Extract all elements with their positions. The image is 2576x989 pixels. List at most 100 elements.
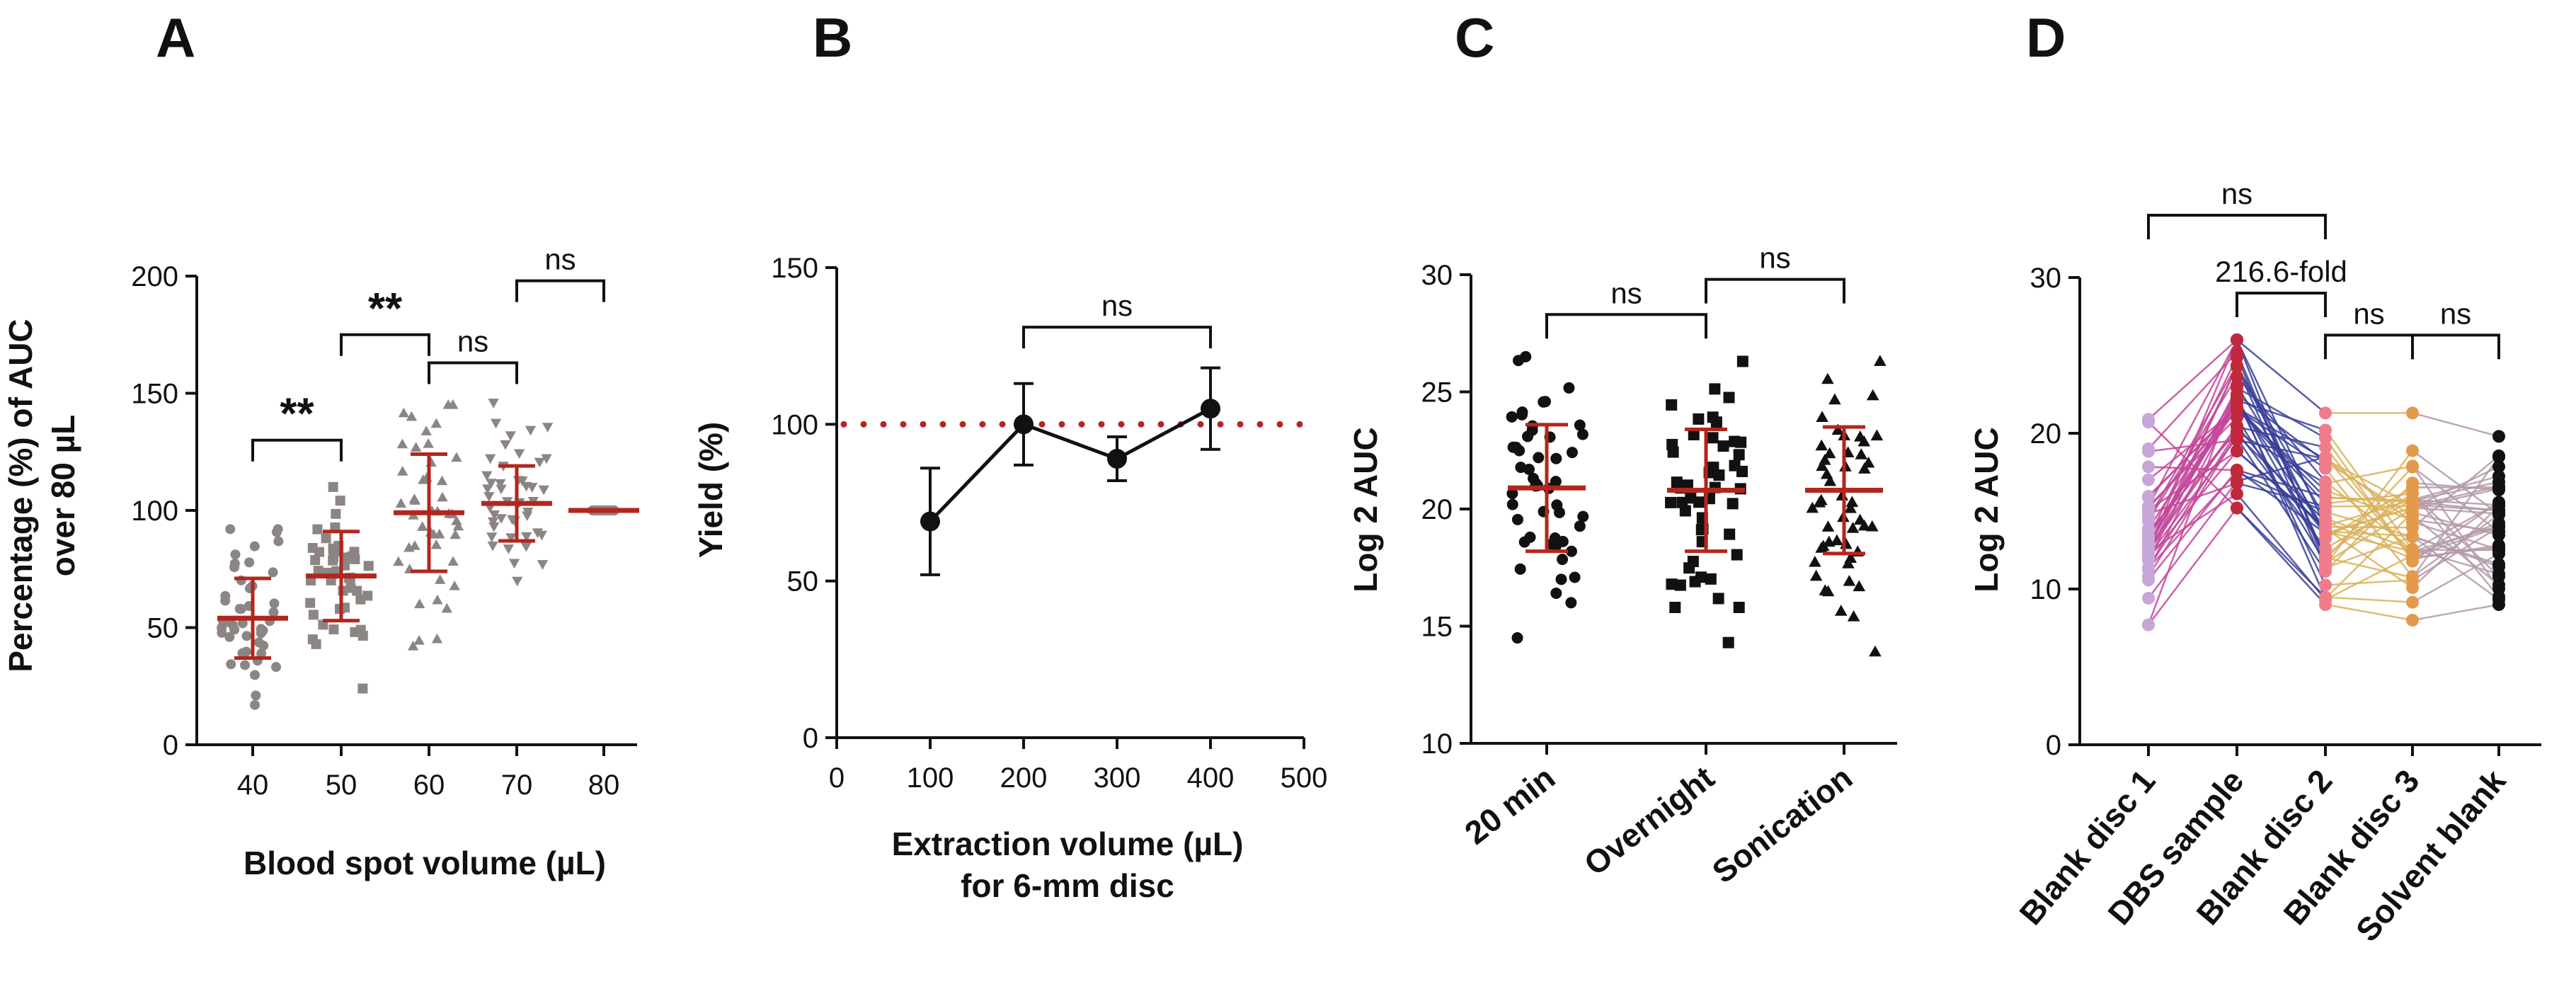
panel-d-pair-line <box>2236 450 2326 530</box>
panel-a-data-point <box>271 527 282 537</box>
panel-d-pair-line <box>2412 548 2500 576</box>
panel-d-pair-line <box>2148 507 2238 626</box>
panel-d-data-point <box>2406 552 2419 566</box>
panel-a-data-point <box>488 510 500 520</box>
panel-b-x-tick-label: 500 <box>1281 762 1328 794</box>
panel-c-data-point <box>1831 423 1845 435</box>
panel-b-letter: B <box>813 6 852 69</box>
panel-c-data-point <box>1506 488 1518 500</box>
panel-d-data-point <box>2406 530 2419 543</box>
panel-c-data-point <box>1820 467 1833 479</box>
panel-d-data-point <box>2492 525 2505 538</box>
panel-c-data-point <box>1506 411 1518 423</box>
panel-a-data-point <box>430 539 442 549</box>
panel-c-category-label: 20 min <box>1458 759 1562 852</box>
panel-d-pair-line <box>2325 518 2413 550</box>
panel-c-data-point <box>1512 355 1524 367</box>
panel-a-data-point <box>311 639 321 649</box>
panel-c-significance-label: ns <box>1610 276 1642 309</box>
panel-a-data-point <box>241 631 252 641</box>
panel-b-xlabel-line-2: for 6-mm disc <box>961 867 1174 904</box>
panel-a-data-point <box>420 425 432 435</box>
panel-a-significance-label: ns <box>457 324 488 358</box>
panel-a-data-point <box>447 399 459 409</box>
panel-d-data-point <box>2142 591 2155 605</box>
panel-a-data-point <box>314 547 325 557</box>
panel-a-data-point <box>229 624 240 635</box>
panel-a-data-point <box>505 431 516 441</box>
panel-a-data-point <box>487 541 498 551</box>
panel-a-data-point <box>406 411 418 421</box>
panel-c-data-point <box>1511 632 1523 644</box>
panel-a-data-point <box>357 630 368 641</box>
panel-a-data-point <box>224 631 235 642</box>
panel-a-data-point <box>483 492 495 502</box>
panel-c-data-point <box>1557 535 1569 547</box>
panel-a-data-point <box>513 449 525 459</box>
panel-d-data-point <box>2142 532 2155 545</box>
panel-a-data-point <box>349 547 360 557</box>
panel-a-data-point <box>486 532 498 542</box>
panel-a-significance-bracket <box>251 438 343 462</box>
panel-a-letter: A <box>156 6 195 69</box>
panel-a-data-point <box>249 541 260 551</box>
panel-d-data-point <box>2142 544 2155 557</box>
panel-a-data-point <box>225 524 236 534</box>
panel-a-significance-label: ** <box>368 285 403 333</box>
panel-a-data-point <box>229 562 240 573</box>
panel-c-data-point <box>1819 454 1831 465</box>
panel-d-pair-line <box>2325 506 2413 534</box>
panel-c-data-point <box>1550 587 1562 599</box>
panel-a-data-point <box>408 493 420 503</box>
panel-d-pair-line <box>2325 596 2413 603</box>
panel-d-data-point <box>2319 491 2332 505</box>
panel-d-pair-line <box>2148 450 2238 511</box>
panel-d-data-point <box>2319 578 2332 592</box>
panel-a-data-point <box>532 528 544 538</box>
panel-a-data-point <box>484 454 496 464</box>
panel-b-significance-bracket <box>1022 326 1212 349</box>
panel-a-data-point <box>428 529 440 539</box>
panel-a-data-point <box>396 466 408 476</box>
panel-a-data-point <box>396 438 408 449</box>
panel-c-data-point <box>1551 499 1563 511</box>
panel-c-data-point <box>1834 605 1848 616</box>
panel-d-data-point <box>2406 501 2419 515</box>
panel-a-data-point <box>328 481 338 492</box>
panel-d-data-point <box>2492 450 2505 464</box>
panel-c-data-point <box>1676 496 1688 508</box>
panel-d-data-point <box>2406 570 2419 583</box>
panel-a-data-point <box>537 560 549 570</box>
panel-c-data-point <box>1857 519 1871 531</box>
panel-c-data-point <box>1845 496 1859 508</box>
panel-d-pair-line <box>2412 519 2500 532</box>
panel-b-data-point <box>920 511 940 532</box>
panel-a-ylabel-line-1: Percentage (%) of AUC <box>2 319 39 672</box>
panel-d-data-point <box>2319 406 2332 420</box>
panel-c-data-point <box>1510 441 1522 453</box>
panel-c-y-tick-label: 30 <box>1421 260 1453 291</box>
panel-a-data-point <box>526 483 538 493</box>
panel-c-data-point <box>1815 439 1828 451</box>
panel-c-data-point <box>1563 382 1575 394</box>
panel-d-data-point <box>2406 614 2419 627</box>
panel-a-data-point <box>321 533 331 544</box>
panel-d-pair-line <box>2147 366 2238 551</box>
panel-a-significance-label: ** <box>280 390 314 439</box>
panel-a-data-point <box>310 555 321 566</box>
panel-c-data-point <box>1707 432 1719 444</box>
panel-a-data-point <box>271 662 282 673</box>
panel-c-data-point <box>1816 459 1828 471</box>
panel-c-data-point <box>1550 476 1562 488</box>
panel-a-data-point <box>500 440 511 450</box>
panel-a-significance-bracket <box>340 333 430 356</box>
panel-d-significance-label: 216.6-fold <box>2215 255 2347 288</box>
panel-a-data-point <box>308 610 319 620</box>
panel-d-pair-line <box>2412 481 2500 502</box>
panel-c-data-point <box>1731 549 1743 561</box>
panel-a-data-point <box>487 517 499 527</box>
panel-c-data-point <box>1550 452 1562 464</box>
panel-d-y-tick-label: 0 <box>2046 730 2061 761</box>
panel-d-data-point <box>2492 593 2505 606</box>
panel-c-data-point <box>1816 411 1828 422</box>
